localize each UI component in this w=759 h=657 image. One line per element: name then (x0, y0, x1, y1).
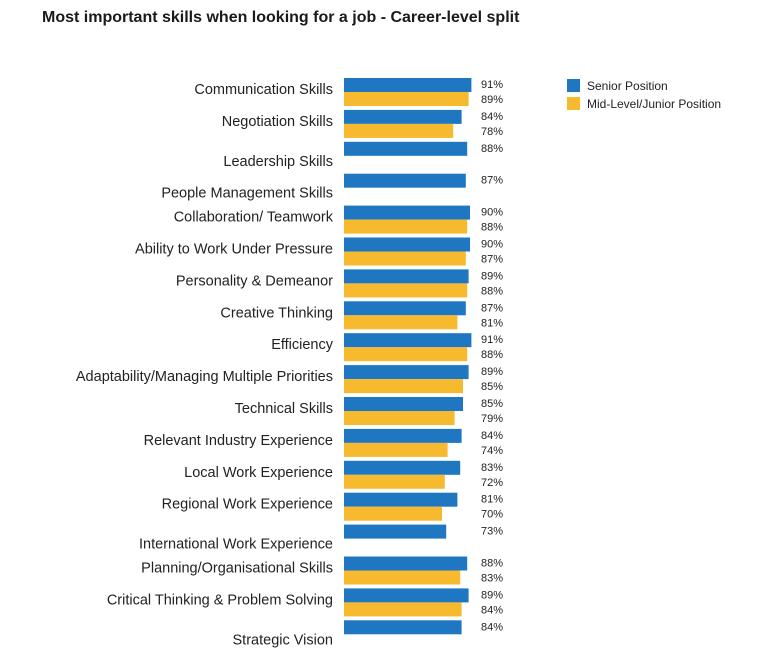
data-label-mid-level-junior-position: 78% (481, 126, 503, 138)
bar-mid-level-junior-position (344, 442, 448, 457)
data-label-senior-position: 87% (481, 175, 503, 187)
bar-mid-level-junior-position (344, 123, 454, 138)
category-label: Technical Skills (235, 401, 333, 417)
bar-mid-level-junior-position (344, 379, 463, 394)
bar-senior-position (344, 205, 470, 220)
category-label: Local Work Experience (184, 465, 333, 481)
bar-senior-position (344, 237, 470, 252)
bar-mid-level-junior-position (344, 219, 468, 234)
category-label: Efficiency (271, 337, 334, 353)
bar-senior-position (344, 588, 469, 603)
bar-mid-level-junior-position (344, 506, 442, 521)
bar-mid-level-junior-position (344, 251, 466, 266)
data-label-senior-position: 84% (481, 621, 503, 633)
data-label-mid-level-junior-position: 88% (481, 349, 503, 361)
data-label-senior-position: 89% (481, 366, 503, 378)
data-label-mid-level-junior-position: 84% (481, 604, 503, 616)
bar-senior-position (344, 301, 466, 316)
category-label: Strategic Vision (233, 632, 333, 648)
data-label-senior-position: 84% (481, 111, 503, 123)
bar-mid-level-junior-position (344, 570, 461, 585)
bar-mid-level-junior-position (344, 411, 455, 425)
category-label: Critical Thinking & Problem Solving (107, 592, 333, 608)
data-label-senior-position: 91% (481, 334, 503, 346)
category-label: Creative Thinking (220, 305, 333, 321)
data-label-senior-position: 85% (481, 398, 503, 410)
data-label-senior-position: 87% (481, 302, 503, 314)
category-label: People Management Skills (161, 186, 333, 202)
data-label-mid-level-junior-position: 87% (481, 254, 503, 266)
bar-senior-position (344, 78, 472, 92)
data-label-mid-level-junior-position: 79% (481, 413, 503, 425)
data-label-mid-level-junior-position: 88% (481, 222, 503, 234)
bar-senior-position (344, 333, 472, 348)
category-label: Planning/Organisational Skills (141, 561, 333, 577)
bar-senior-position (344, 492, 458, 507)
data-label-senior-position: 88% (481, 143, 503, 155)
data-label-senior-position: 90% (481, 207, 503, 219)
data-label-senior-position: 81% (481, 494, 503, 506)
data-label-mid-level-junior-position: 74% (481, 445, 503, 457)
bar-senior-position (344, 428, 462, 443)
data-label-senior-position: 88% (481, 558, 503, 570)
bar-mid-level-junior-position (344, 474, 445, 489)
data-label-senior-position: 91% (481, 79, 503, 91)
bar-senior-position (344, 620, 462, 635)
category-label: International Work Experience (139, 537, 333, 553)
legend-entry: Mid-Level/Junior Position (587, 97, 721, 111)
bar-mid-level-junior-position (344, 283, 468, 298)
data-label-senior-position: 89% (481, 589, 503, 601)
data-label-senior-position: 89% (481, 270, 503, 282)
bar-senior-position (344, 397, 463, 411)
category-label: Leadership Skills (223, 154, 333, 170)
category-label: Adaptability/Managing Multiple Prioritie… (76, 369, 333, 385)
chart-title: Most important skills when looking for a… (42, 9, 520, 26)
bar-senior-position (344, 556, 468, 571)
data-label-mid-level-junior-position: 70% (481, 509, 503, 521)
category-label: Negotiation Skills (222, 114, 333, 130)
bar-mid-level-junior-position (344, 602, 462, 617)
bar-senior-position (344, 109, 462, 124)
category-label: Communication Skills (194, 82, 333, 98)
legend-entry: Senior Position (587, 79, 668, 93)
data-label-senior-position: 83% (481, 462, 503, 474)
bar-senior-position (344, 141, 468, 156)
bar-mid-level-junior-position (344, 315, 458, 330)
bar-senior-position (344, 524, 447, 539)
data-label-mid-level-junior-position: 85% (481, 381, 503, 393)
data-label-senior-position: 84% (481, 430, 503, 442)
data-label-senior-position: 90% (481, 239, 503, 251)
legend-swatch (567, 79, 580, 92)
bar-senior-position (344, 460, 461, 475)
data-label-mid-level-junior-position: 83% (481, 573, 503, 585)
bar-mid-level-junior-position (344, 347, 468, 362)
data-label-mid-level-junior-position: 88% (481, 285, 503, 297)
bar-senior-position (344, 173, 466, 188)
data-label-mid-level-junior-position: 81% (481, 317, 503, 329)
bar-mid-level-junior-position (344, 92, 469, 106)
category-label: Regional Work Experience (162, 497, 333, 513)
category-label: Ability to Work Under Pressure (135, 242, 333, 258)
category-label: Relevant Industry Experience (144, 433, 333, 449)
category-label: Personality & Demeanor (176, 273, 333, 289)
data-label-senior-position: 73% (481, 526, 503, 538)
bar-senior-position (344, 365, 469, 380)
legend-swatch (567, 97, 580, 110)
data-label-mid-level-junior-position: 89% (481, 94, 503, 106)
bar-senior-position (344, 269, 469, 284)
category-label: Collaboration/ Teamwork (174, 210, 334, 226)
data-label-mid-level-junior-position: 72% (481, 477, 503, 489)
